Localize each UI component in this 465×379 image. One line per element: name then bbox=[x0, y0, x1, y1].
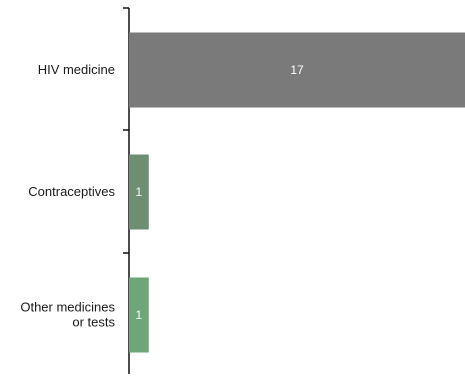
data-label-3: 1 bbox=[136, 308, 143, 322]
category-label-2: Contraceptives bbox=[28, 184, 115, 199]
bar-1 bbox=[129, 32, 465, 108]
bar-2 bbox=[129, 154, 149, 230]
category-label-3: Other medicines or tests bbox=[20, 300, 115, 330]
data-label-1: 17 bbox=[290, 63, 304, 77]
bar-3 bbox=[129, 277, 149, 353]
data-label-2: 1 bbox=[136, 185, 143, 199]
category-label-1: HIV medicine bbox=[38, 62, 115, 77]
